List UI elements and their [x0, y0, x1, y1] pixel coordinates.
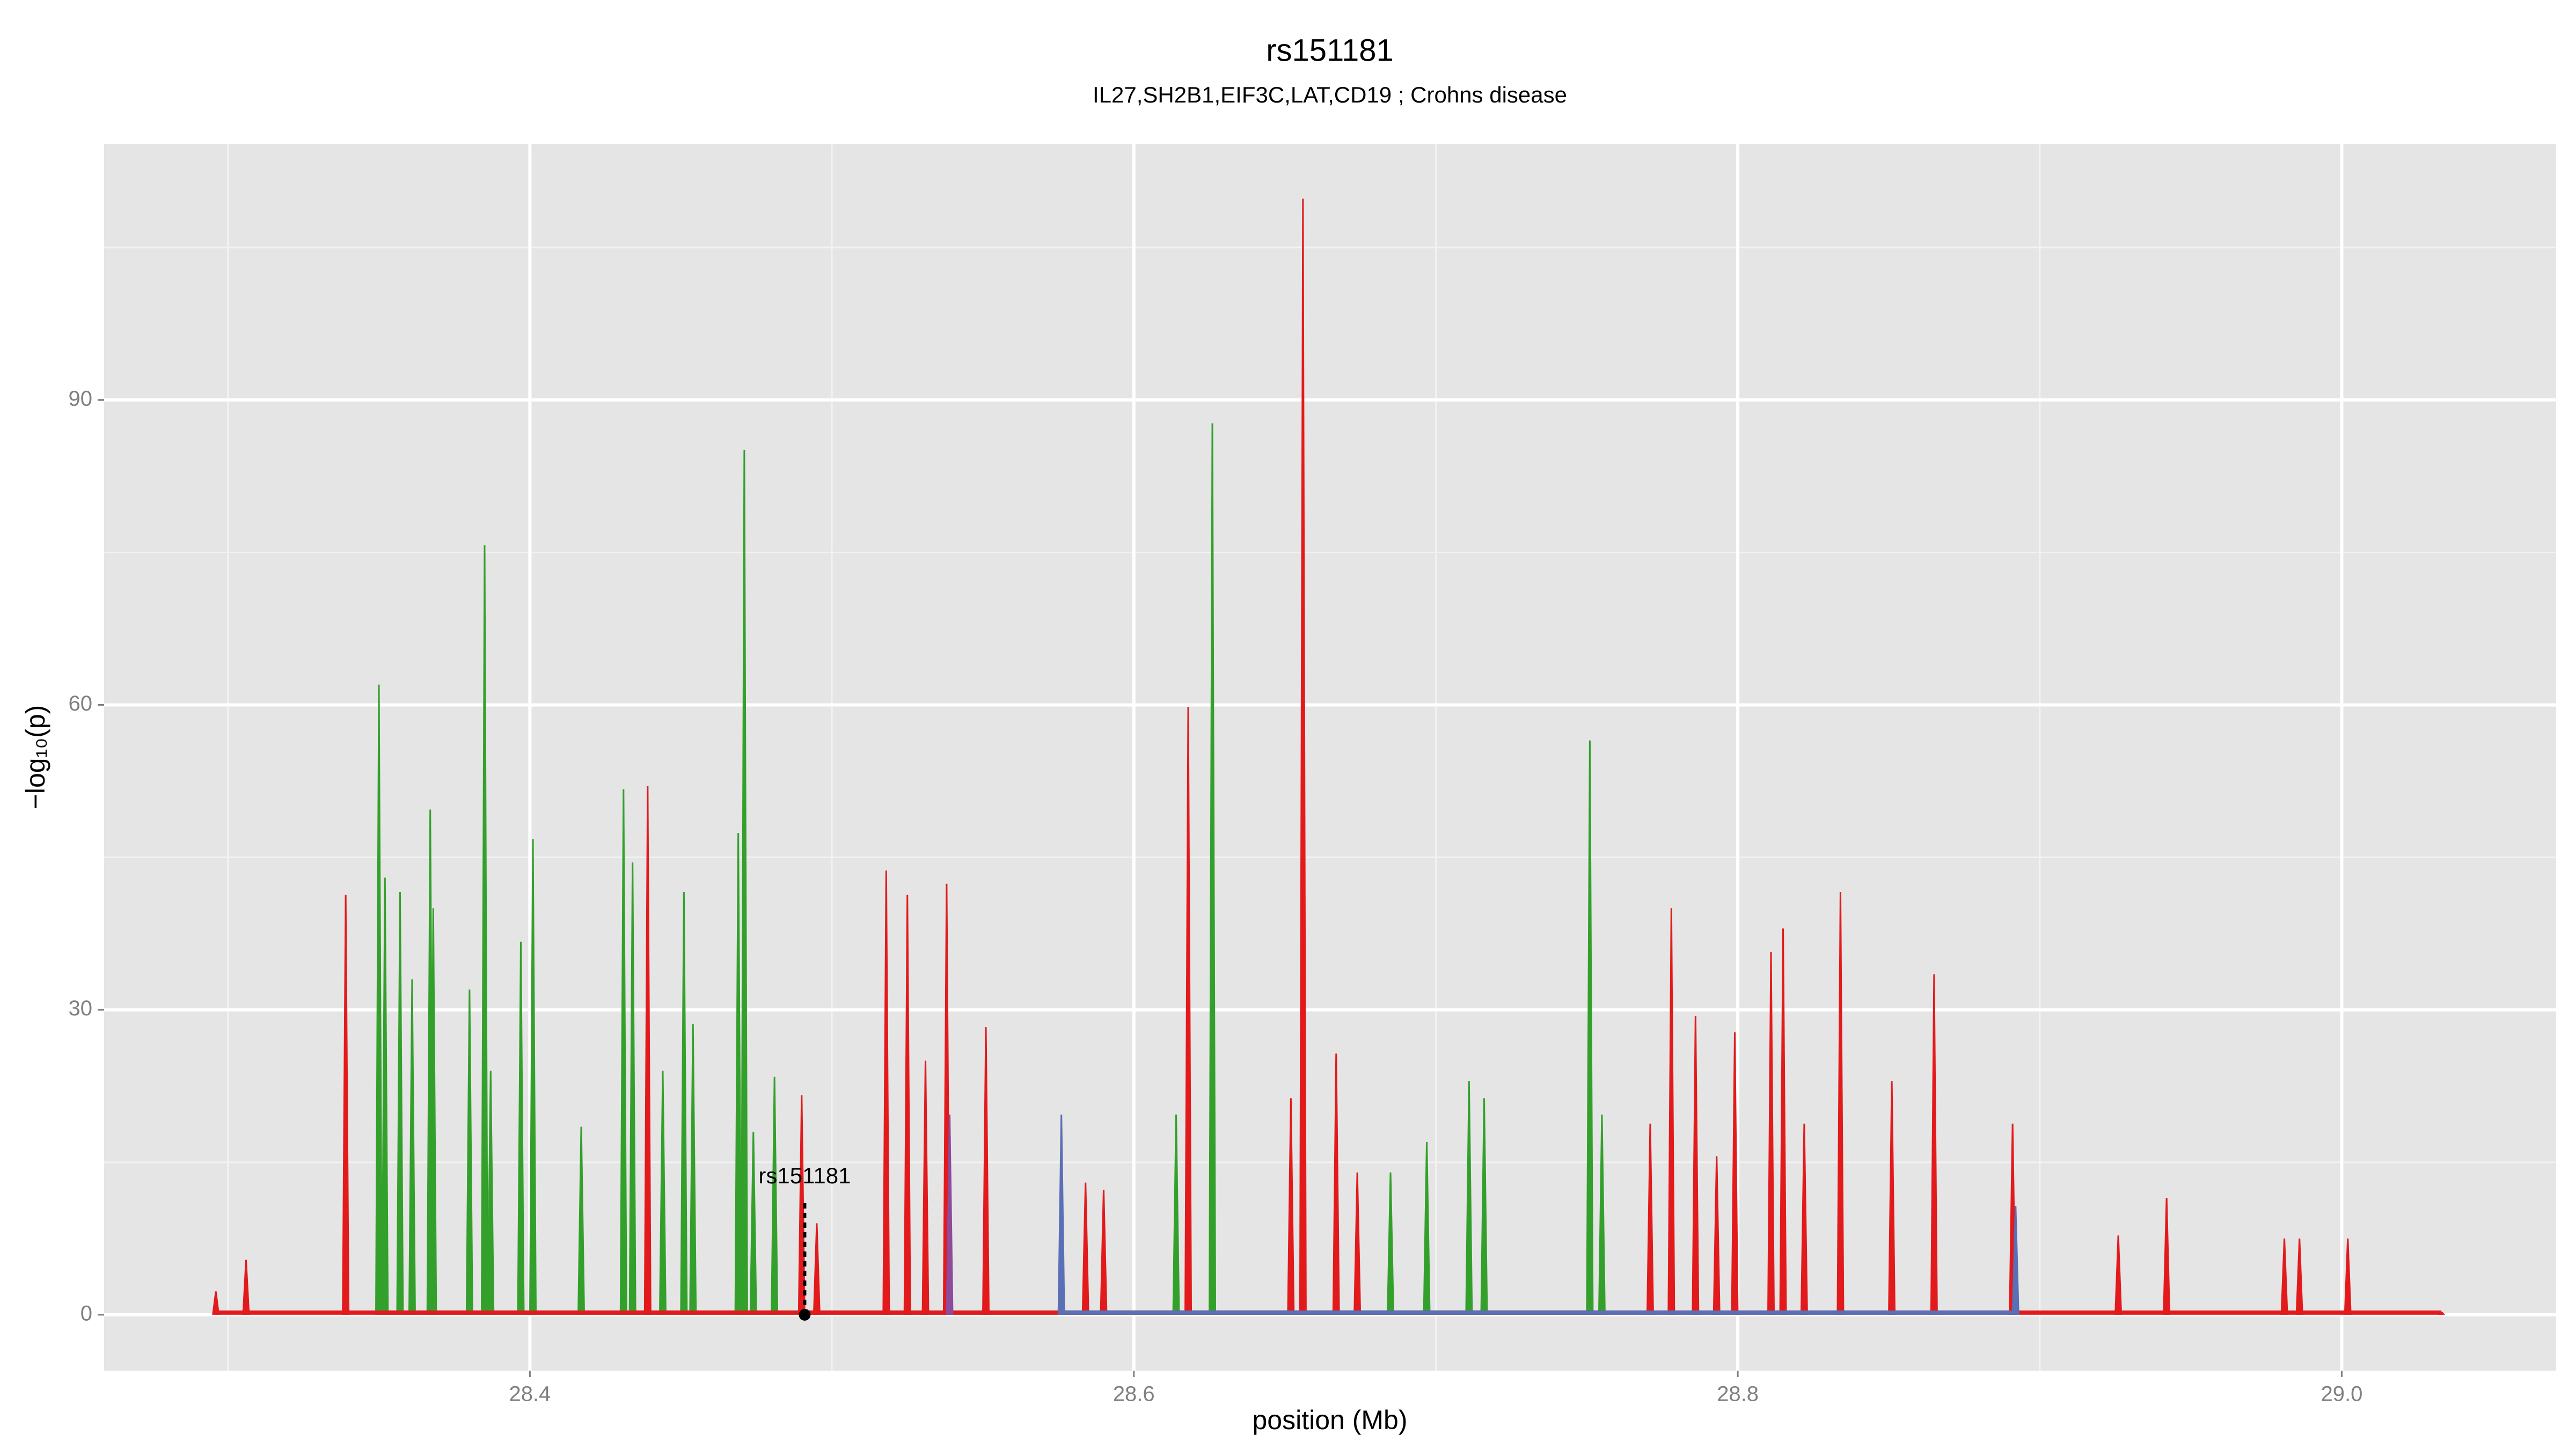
spike	[1332, 1053, 1340, 1315]
spike	[813, 1223, 821, 1315]
spike	[740, 450, 748, 1315]
spike	[2438, 1312, 2446, 1315]
spike	[1713, 1156, 1721, 1315]
spike	[517, 941, 525, 1315]
y-tick-label: 30	[69, 997, 93, 1020]
spike	[2011, 1206, 2019, 1315]
y-tick-label: 60	[69, 692, 93, 715]
x-tick-label: 29.0	[2321, 1382, 2363, 1406]
spike	[465, 989, 473, 1315]
y-tick-label: 90	[69, 387, 93, 411]
spike	[381, 877, 389, 1315]
spike	[1287, 1098, 1295, 1315]
spike	[1480, 1098, 1488, 1315]
x-tick-label: 28.8	[1717, 1382, 1759, 1406]
x-tick-label: 28.4	[509, 1382, 551, 1406]
spike	[1387, 1172, 1395, 1315]
spike	[882, 870, 890, 1315]
spike	[480, 545, 488, 1315]
spike	[429, 908, 437, 1315]
spike	[408, 979, 416, 1315]
y-axis-label: −log₁₀(p)	[20, 705, 50, 810]
spike	[1731, 1032, 1739, 1315]
spike	[689, 1024, 697, 1315]
y-tick-label: 0	[80, 1301, 92, 1325]
spike	[771, 1077, 779, 1315]
spike	[1800, 1123, 1808, 1315]
spike	[1465, 1081, 1473, 1315]
spike	[212, 1291, 220, 1315]
x-axis-label: position (Mb)	[1253, 1405, 1408, 1435]
spike	[1353, 1172, 1362, 1315]
baseline-band	[1061, 1310, 2016, 1315]
annotation-label: rs151181	[758, 1163, 851, 1188]
spike	[2280, 1238, 2288, 1315]
plot-background	[104, 144, 2556, 1371]
spike	[1598, 1114, 1606, 1315]
spike	[1888, 1081, 1896, 1315]
spike	[1767, 952, 1775, 1315]
spike	[396, 891, 404, 1315]
spike	[529, 839, 537, 1315]
spike	[797, 1095, 806, 1315]
spike	[749, 1131, 757, 1315]
spike	[1299, 199, 1307, 1315]
spike	[1172, 1114, 1180, 1315]
spike	[1081, 1182, 1089, 1315]
spike	[375, 684, 383, 1315]
spike	[1184, 707, 1192, 1315]
spike	[2163, 1198, 2171, 1315]
spike	[2295, 1238, 2303, 1315]
spike	[1836, 891, 1845, 1315]
spike	[1057, 1114, 1065, 1315]
spike	[734, 833, 742, 1315]
spike	[903, 895, 911, 1315]
spike	[946, 1114, 954, 1315]
spike	[242, 1260, 250, 1315]
spike	[342, 895, 350, 1315]
spike	[643, 786, 652, 1315]
annotation-point	[799, 1308, 811, 1321]
spike	[1779, 928, 1787, 1315]
spike	[1586, 740, 1594, 1315]
spike	[1692, 1016, 1700, 1315]
spike	[921, 1060, 930, 1315]
spike	[619, 789, 627, 1315]
spike	[658, 1071, 667, 1315]
spike	[577, 1126, 586, 1315]
spike	[680, 891, 688, 1315]
chart-subtitle: IL27,SH2B1,EIF3C,LAT,CD19 ; Crohns disea…	[1093, 82, 1567, 107]
spike	[487, 1071, 495, 1315]
spike	[1646, 1123, 1654, 1315]
spike	[2344, 1238, 2352, 1315]
spike	[2114, 1235, 2123, 1315]
spike	[1930, 974, 1938, 1315]
x-tick-label: 28.6	[1113, 1382, 1155, 1406]
spike	[1667, 908, 1675, 1315]
chart-title: rs151181	[1266, 33, 1394, 68]
spike	[628, 862, 636, 1315]
spike	[1100, 1189, 1108, 1315]
spike	[982, 1027, 990, 1315]
spike	[1209, 423, 1217, 1315]
spike	[1423, 1141, 1431, 1315]
